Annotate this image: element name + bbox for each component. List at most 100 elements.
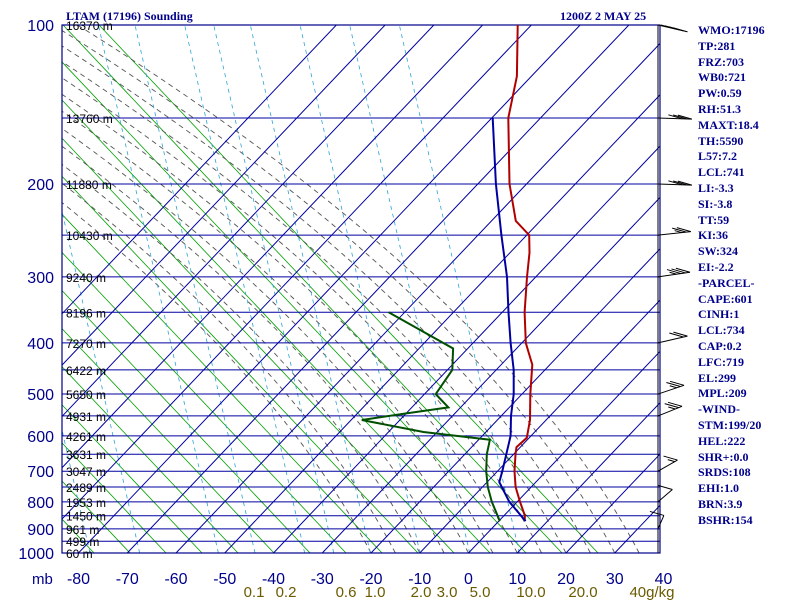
index-item: SW:324 — [698, 244, 739, 259]
temp-tick-label: 10 — [508, 571, 526, 588]
grid-lines — [61, 24, 661, 554]
barb-flag — [673, 331, 688, 337]
index-item: STM:199/20 — [698, 417, 762, 432]
mixing-ratio-lines — [62, 25, 520, 553]
plot-frame — [61, 24, 661, 554]
index-item: RH:51.3 — [698, 101, 741, 116]
moist-adiabat — [62, 93, 518, 553]
index-item: FRZ:703 — [698, 54, 744, 69]
dry-adiabat — [62, 99, 491, 553]
x-unit-label: mb — [32, 571, 53, 588]
pressure-label: 900 — [27, 522, 54, 539]
height-label: 60 m — [66, 547, 93, 561]
height-label: 961 m — [66, 523, 99, 537]
dry-adiabats — [62, 25, 599, 553]
mixing-ratio-label: 0.2 — [276, 584, 297, 600]
mixing-ratio-label: 1.0 — [365, 584, 386, 600]
barb-flag — [677, 114, 693, 120]
pressure-label: 700 — [27, 464, 54, 481]
wind-barb — [657, 485, 673, 503]
wind-barb — [649, 510, 665, 530]
barb-flag — [672, 227, 687, 233]
moist-adiabat — [62, 163, 421, 553]
temp-tick-label: 30 — [606, 571, 624, 588]
moist-adiabat — [62, 45, 591, 553]
index-item: CINH:1 — [698, 307, 740, 322]
index-item: L57:7.2 — [698, 149, 737, 164]
wind-barb — [657, 24, 688, 33]
dry-adiabat — [62, 442, 167, 553]
barb-flag — [671, 268, 686, 274]
dry-adiabat — [62, 175, 419, 553]
temp-tick-label: -50 — [213, 571, 236, 588]
temp-tick-label: -10 — [408, 571, 431, 588]
barb-flag — [666, 382, 681, 388]
temperature-line — [507, 25, 534, 522]
barb-flag — [664, 403, 679, 409]
barb-flag — [660, 24, 676, 30]
index-item: SI:-3.8 — [698, 196, 733, 211]
wind-barb — [657, 331, 688, 344]
mixing-ratio-line — [184, 25, 306, 553]
index-item: TH:5590 — [698, 133, 744, 148]
barb-half-flag — [669, 385, 677, 389]
pressure-label: 600 — [27, 429, 54, 446]
barb-flag — [672, 180, 688, 186]
moist-adiabat — [62, 30, 616, 553]
mixing-ratio-line — [62, 209, 141, 553]
temp-tick-label: 40 — [655, 571, 673, 588]
dry-adiabat — [62, 25, 563, 553]
barb-flag — [668, 114, 683, 120]
moist-adiabat — [62, 127, 469, 553]
wind-barb — [657, 401, 683, 417]
barb-flag — [658, 485, 673, 490]
barb-flag — [675, 267, 691, 273]
index-item: LCL:734 — [698, 323, 745, 338]
temp-tick-label: 0 — [464, 571, 473, 588]
mixing-ratio-line — [98, 25, 219, 553]
temp-tick-label: -60 — [164, 571, 187, 588]
isotherm-line — [62, 25, 435, 418]
index-item: -PARCEL- — [698, 275, 755, 290]
mixing-ratio-label: 5.0 — [470, 584, 491, 600]
moist-adiabat — [62, 201, 372, 553]
index-item: -WIND- — [698, 402, 740, 417]
moist-adiabats — [62, 25, 640, 553]
height-label: 3047 m — [66, 465, 106, 479]
index-item: EHI:1.0 — [698, 481, 740, 496]
height-label: 3631 m — [66, 448, 106, 462]
index-item: BRN:3.9 — [698, 496, 743, 511]
barb-flag — [649, 510, 665, 516]
moist-adiabat — [62, 145, 445, 553]
index-item: CAP:0.2 — [698, 338, 742, 353]
pressure-label: 1000 — [18, 546, 54, 563]
isotherm-line — [62, 25, 386, 366]
temp-tick-label: -80 — [67, 571, 90, 588]
index-item: HEL:222 — [698, 433, 746, 448]
wind-barb — [657, 180, 693, 186]
height-label: 1953 m — [66, 496, 106, 510]
index-item: LFC:719 — [698, 354, 744, 369]
barb-half-flag — [668, 406, 676, 410]
barb-half-flag — [674, 230, 682, 234]
height-label: 8196 m — [66, 306, 106, 320]
mixing-ratio-line — [134, 25, 256, 553]
barb-half-flag — [667, 459, 675, 463]
pressure-label: 800 — [27, 495, 54, 512]
height-label: 5650 m — [66, 388, 106, 402]
barb-shaft — [657, 489, 673, 503]
mixing-ratio-line — [398, 25, 520, 553]
temp-tick-label: -40 — [262, 571, 285, 588]
height-label: 499 m — [66, 535, 99, 549]
index-item: TP:281 — [698, 38, 736, 53]
moist-adiabat — [62, 182, 396, 553]
isotherm-line — [370, 248, 660, 553]
pressure-label: 500 — [27, 387, 54, 404]
barb-flag — [677, 180, 693, 186]
index-item: CAPE:601 — [698, 291, 753, 306]
dry-adiabat — [62, 328, 275, 553]
index-item: KI:36 — [698, 228, 728, 243]
height-label: 11880 m — [66, 178, 112, 192]
parcel-line — [491, 117, 527, 522]
index-item: SHR+:0.0 — [698, 449, 749, 464]
